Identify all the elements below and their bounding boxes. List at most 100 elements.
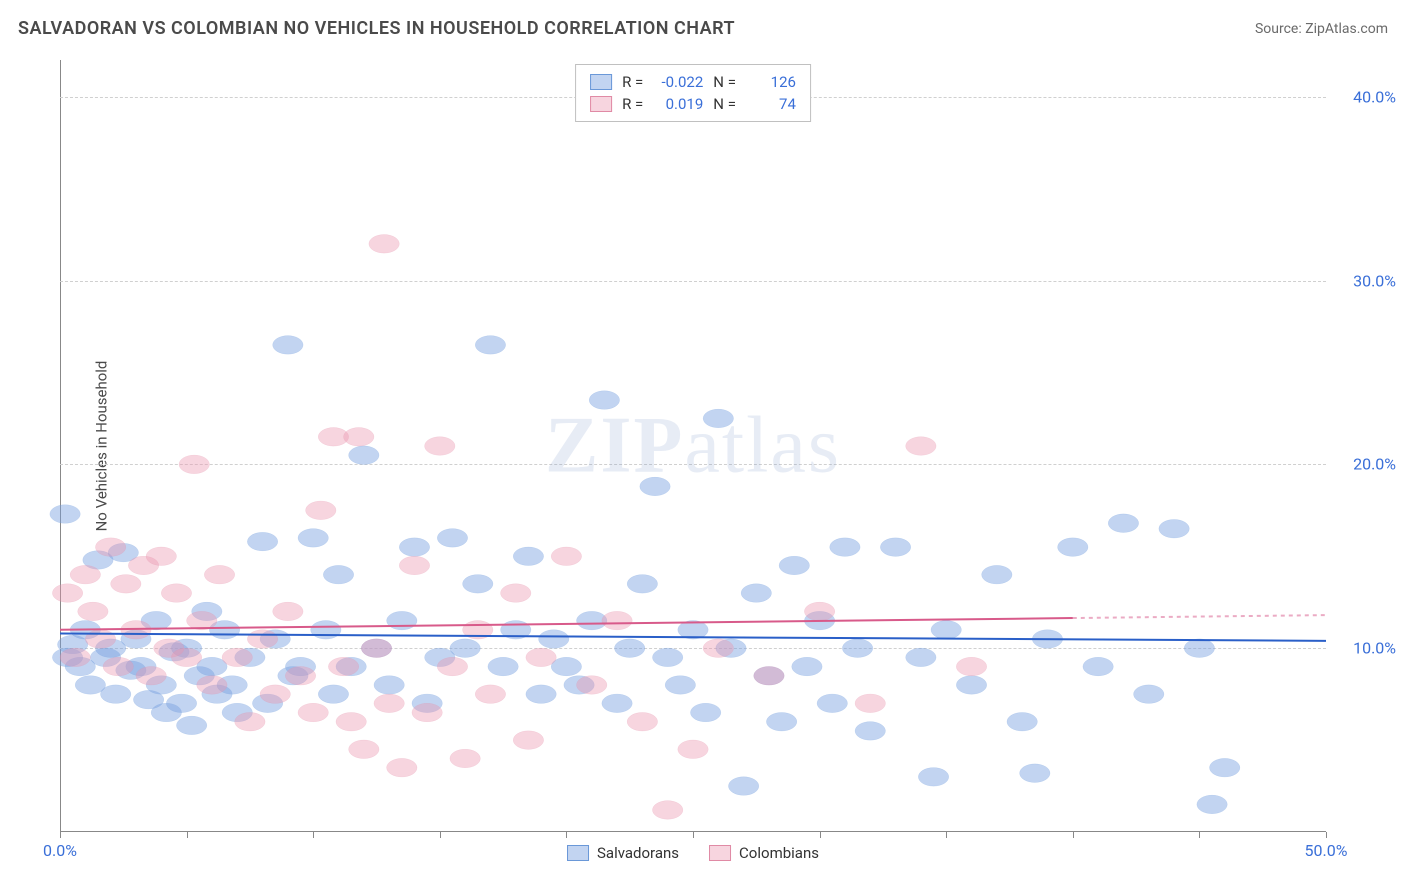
x-tick-mark: [820, 832, 821, 838]
r-label: R =: [622, 73, 643, 91]
stats-legend: R = -0.022 N = 126 R = 0.019 N = 74: [575, 64, 811, 122]
stats-row-colombians: R = 0.019 N = 74: [590, 93, 796, 115]
data-point: [387, 758, 417, 777]
data-point: [665, 676, 695, 695]
data-point: [1134, 685, 1164, 704]
x-tick-mark: [1326, 832, 1327, 838]
data-point: [204, 565, 234, 584]
data-point: [399, 538, 429, 557]
data-point: [615, 639, 645, 658]
data-point: [627, 575, 657, 594]
data-point: [328, 657, 358, 676]
data-point: [640, 477, 670, 496]
data-point: [488, 657, 518, 676]
data-point: [1197, 795, 1227, 814]
data-point: [652, 801, 682, 820]
data-point: [1184, 639, 1214, 658]
data-point: [298, 703, 328, 722]
r-value-salvadorans: -0.022: [653, 73, 703, 91]
data-point: [956, 676, 986, 695]
swatch-salvadorans: [590, 74, 612, 90]
chart-container: SALVADORAN VS COLOMBIAN NO VEHICLES IN H…: [0, 0, 1406, 892]
x-tick-mark: [1199, 832, 1200, 838]
data-point: [85, 630, 115, 649]
data-point: [399, 556, 429, 575]
data-point: [779, 556, 809, 575]
data-point: [526, 685, 556, 704]
data-point: [311, 621, 341, 640]
data-point: [741, 584, 771, 603]
chart-title: SALVADORAN VS COLOMBIAN NO VEHICLES IN H…: [18, 18, 735, 39]
data-point: [501, 584, 531, 603]
data-point: [369, 235, 399, 254]
n-value-colombians: 74: [746, 95, 796, 113]
data-point: [179, 455, 209, 474]
x-tick-left: 0.0%: [43, 841, 77, 860]
data-point: [918, 768, 948, 787]
data-point: [602, 694, 632, 713]
x-tick-mark: [566, 832, 567, 838]
stats-row-salvadorans: R = -0.022 N = 126: [590, 71, 796, 93]
y-tick-label: 40.0%: [1353, 87, 1396, 106]
data-point: [906, 648, 936, 667]
series-legend: Salvadorans Colombians: [567, 844, 819, 862]
data-point: [161, 584, 191, 603]
data-point: [463, 575, 493, 594]
data-point: [50, 505, 80, 524]
data-point: [361, 639, 391, 658]
data-point: [374, 694, 404, 713]
n-label: N =: [713, 73, 736, 91]
x-tick-right: 50.0%: [1305, 841, 1348, 860]
data-point: [956, 657, 986, 676]
x-tick-mark: [946, 832, 947, 838]
data-point: [146, 547, 176, 566]
data-point: [425, 437, 455, 456]
swatch-colombians: [709, 845, 731, 861]
data-point: [336, 712, 366, 731]
data-point: [526, 648, 556, 667]
data-point: [577, 676, 607, 695]
data-point: [171, 648, 201, 667]
data-point: [982, 565, 1012, 584]
y-tick-label: 10.0%: [1353, 639, 1396, 658]
data-point: [103, 657, 133, 676]
data-point: [1020, 764, 1050, 783]
data-point: [551, 547, 581, 566]
data-point: [804, 602, 834, 621]
data-point: [1083, 657, 1113, 676]
data-point: [880, 538, 910, 557]
scatter-plot: [60, 60, 1326, 832]
chart-area: No Vehicles in Household 10.0%20.0%30.0%…: [60, 60, 1326, 832]
data-point: [450, 749, 480, 768]
y-tick-label: 20.0%: [1353, 455, 1396, 474]
data-point: [247, 532, 277, 551]
x-tick-mark: [60, 832, 61, 838]
data-point: [273, 602, 303, 621]
data-point: [842, 639, 872, 658]
data-point: [627, 712, 657, 731]
data-point: [1058, 538, 1088, 557]
data-point: [728, 777, 758, 796]
data-point: [349, 740, 379, 759]
data-point: [652, 648, 682, 667]
x-tick-mark: [1073, 832, 1074, 838]
data-point: [792, 657, 822, 676]
legend-label-salvadorans: Salvadorans: [597, 844, 679, 862]
data-point: [450, 639, 480, 658]
data-point: [111, 575, 141, 594]
chart-source: Source: ZipAtlas.com: [1255, 21, 1388, 37]
data-point: [136, 666, 166, 685]
data-point: [539, 630, 569, 649]
data-point: [344, 428, 374, 447]
data-point: [176, 716, 206, 735]
data-point: [222, 648, 252, 667]
data-point: [602, 611, 632, 630]
data-point: [475, 685, 505, 704]
data-point: [374, 676, 404, 695]
data-point: [1210, 758, 1240, 777]
data-point: [931, 621, 961, 640]
chart-header: SALVADORAN VS COLOMBIAN NO VEHICLES IN H…: [18, 18, 1388, 39]
data-point: [754, 666, 784, 685]
data-point: [285, 666, 315, 685]
data-point: [690, 703, 720, 722]
